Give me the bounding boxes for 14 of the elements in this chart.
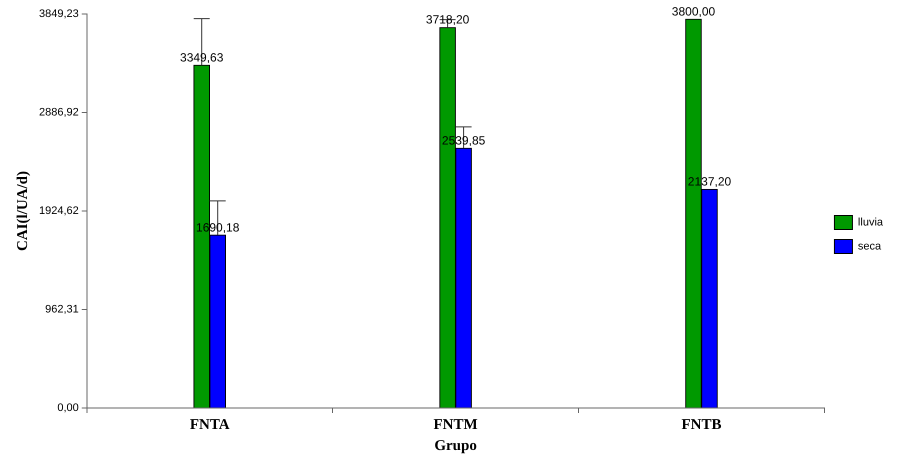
- x-tick-label: FNTB: [681, 416, 722, 433]
- x-tick-label: FNTA: [190, 416, 230, 433]
- y-axis-title: CAI(l/UA/d): [14, 170, 31, 252]
- y-tick-label: 3849,23: [38, 8, 79, 20]
- y-tick-label: 1924,62: [38, 205, 79, 218]
- y-tick-label: 2886,92: [38, 106, 79, 119]
- y-tick-label: 0,00: [57, 402, 79, 414]
- y-tick-label: 962,31: [45, 304, 79, 316]
- x-tick-label: FNTM: [434, 416, 478, 433]
- x-axis-title: Grupo: [434, 438, 477, 454]
- data-label: 3718,20: [426, 12, 470, 27]
- legend-label: seca: [858, 240, 882, 253]
- data-label: 3800,00: [672, 4, 716, 18]
- legend-label: lluvia: [858, 216, 884, 229]
